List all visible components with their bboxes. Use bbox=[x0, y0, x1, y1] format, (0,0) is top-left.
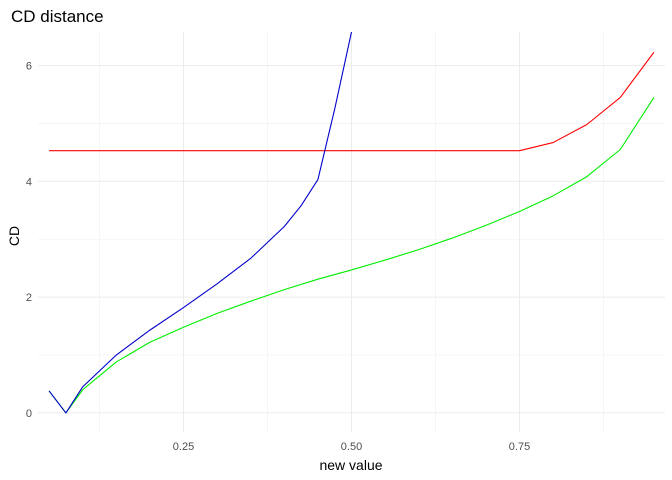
major-gridlines bbox=[38, 32, 665, 432]
series-line-0 bbox=[49, 51, 655, 152]
x-tick-label-1: 0.50 bbox=[341, 441, 362, 453]
y-axis-ticks: 0 2 4 6 bbox=[26, 61, 32, 420]
series-layer bbox=[48, 31, 655, 414]
x-tick-label-0: 0.25 bbox=[173, 441, 194, 453]
series-line-1 bbox=[48, 97, 655, 414]
y-tick-label-2: 4 bbox=[26, 176, 32, 188]
x-tick-label-2: 0.75 bbox=[509, 441, 530, 453]
y-tick-label-3: 6 bbox=[26, 61, 32, 73]
y-tick-label-0: 0 bbox=[26, 408, 32, 420]
x-axis-ticks: 0.25 0.50 0.75 bbox=[173, 441, 530, 453]
y-tick-label-1: 2 bbox=[26, 292, 32, 304]
y-axis-label: CD bbox=[6, 226, 22, 246]
chart-title: CD distance bbox=[11, 7, 104, 26]
series-line-2 bbox=[48, 31, 353, 414]
x-axis-label: new value bbox=[319, 457, 382, 473]
